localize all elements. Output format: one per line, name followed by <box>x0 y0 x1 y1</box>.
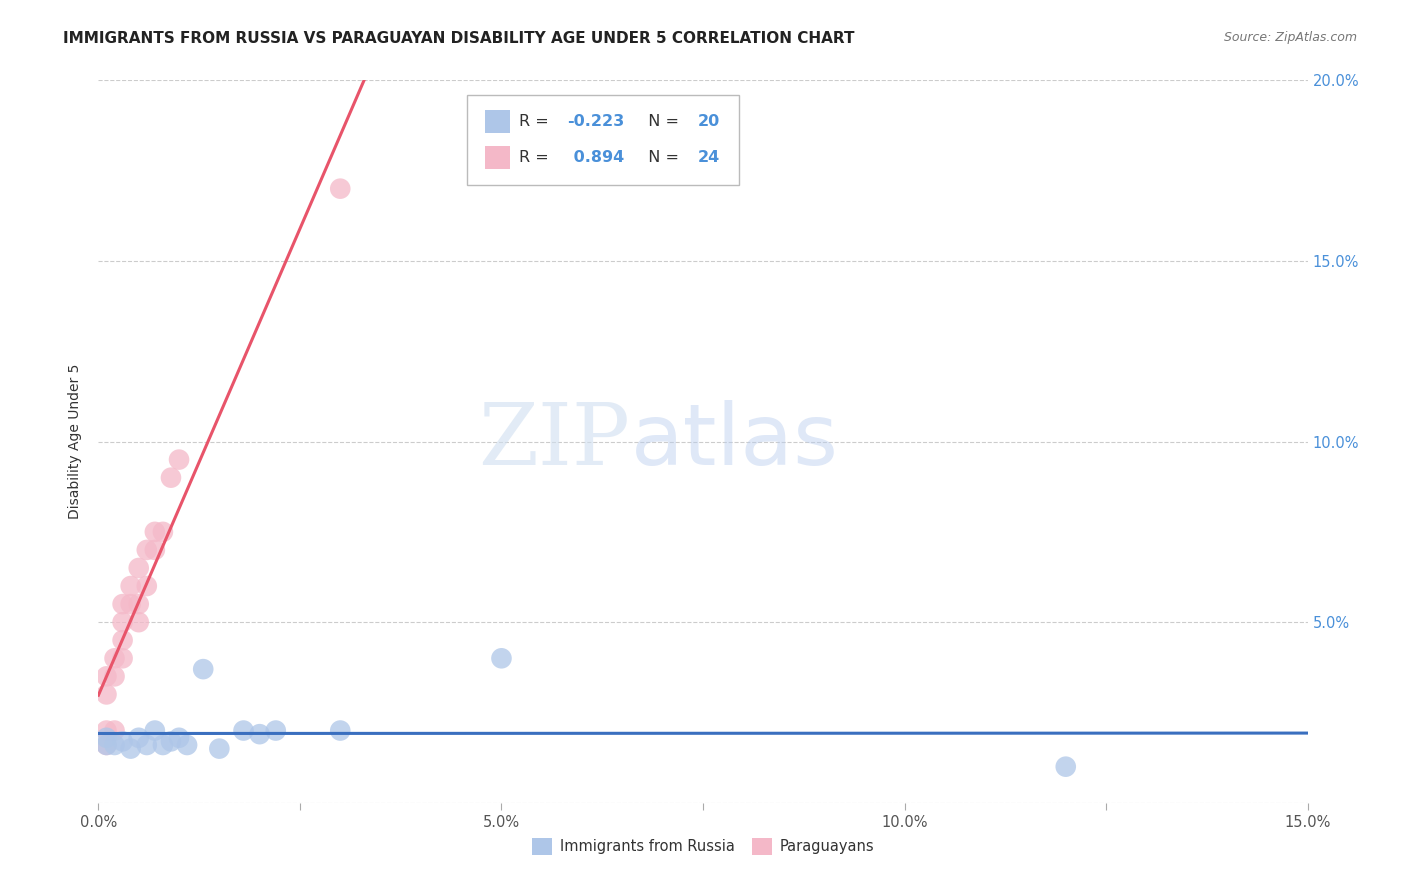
Point <box>103 738 125 752</box>
Point <box>96 669 118 683</box>
Text: R =: R = <box>519 114 554 129</box>
FancyBboxPatch shape <box>467 95 740 185</box>
Text: Source: ZipAtlas.com: Source: ZipAtlas.com <box>1223 31 1357 45</box>
Point <box>167 452 190 467</box>
Point <box>193 662 215 676</box>
Point <box>208 741 231 756</box>
Point <box>96 731 118 745</box>
Text: 0.894: 0.894 <box>568 150 624 165</box>
Point <box>120 741 142 756</box>
Point <box>120 579 142 593</box>
Point <box>232 723 254 738</box>
Text: R =: R = <box>519 150 554 165</box>
Text: IMMIGRANTS FROM RUSSIA VS PARAGUAYAN DISABILITY AGE UNDER 5 CORRELATION CHART: IMMIGRANTS FROM RUSSIA VS PARAGUAYAN DIS… <box>63 31 855 46</box>
Point <box>160 471 183 485</box>
Point <box>491 651 513 665</box>
Point <box>111 597 134 611</box>
Point <box>96 687 118 701</box>
Point <box>111 651 134 665</box>
Point <box>176 738 198 752</box>
Point <box>143 542 166 557</box>
Point <box>143 524 166 539</box>
Text: N =: N = <box>638 150 683 165</box>
Point <box>128 561 150 575</box>
Point <box>96 738 118 752</box>
Text: 24: 24 <box>699 150 720 165</box>
Point <box>128 597 150 611</box>
Point <box>143 723 166 738</box>
Point <box>329 723 352 738</box>
Point <box>249 727 271 741</box>
Point <box>1054 760 1077 774</box>
Point <box>152 738 174 752</box>
Point <box>111 615 134 630</box>
Text: atlas: atlas <box>630 400 838 483</box>
Point <box>128 615 150 630</box>
Legend: Immigrants from Russia, Paraguayans: Immigrants from Russia, Paraguayans <box>526 832 880 861</box>
FancyBboxPatch shape <box>485 146 509 169</box>
Point <box>96 738 118 752</box>
Point <box>128 731 150 745</box>
Point <box>103 669 125 683</box>
Point <box>167 731 190 745</box>
Text: 20: 20 <box>699 114 720 129</box>
Point <box>111 633 134 648</box>
Point <box>103 723 125 738</box>
Point <box>135 579 157 593</box>
Point <box>264 723 287 738</box>
Point <box>329 182 352 196</box>
Point <box>120 597 142 611</box>
Text: ZIP: ZIP <box>478 400 630 483</box>
Text: N =: N = <box>638 114 683 129</box>
Point <box>103 651 125 665</box>
Point <box>96 723 118 738</box>
Text: -0.223: -0.223 <box>568 114 624 129</box>
Point <box>135 542 157 557</box>
Y-axis label: Disability Age Under 5: Disability Age Under 5 <box>69 364 83 519</box>
Point <box>111 734 134 748</box>
Point <box>160 734 183 748</box>
Point <box>135 738 157 752</box>
Point <box>152 524 174 539</box>
FancyBboxPatch shape <box>485 110 509 133</box>
